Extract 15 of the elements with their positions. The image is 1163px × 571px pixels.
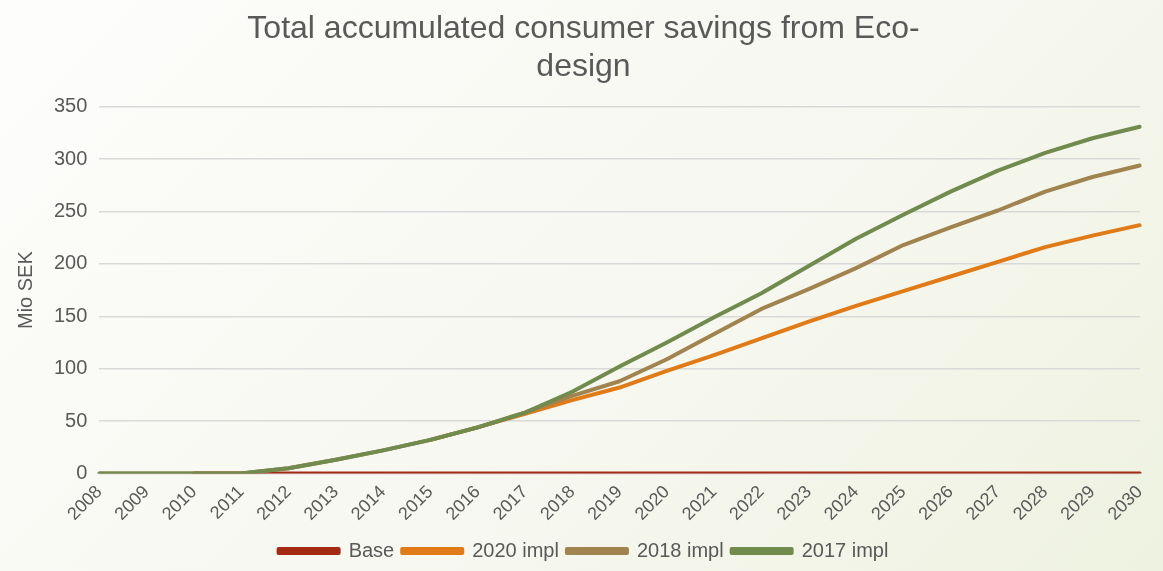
y-axis-title: Mio SEK <box>13 250 36 330</box>
y-tick-label: 0 <box>76 460 88 483</box>
legend-label: 2017 impl <box>801 538 889 561</box>
text: Total accumulated consumer savings from Eco- <box>247 9 920 46</box>
y-tick-label: 50 <box>65 408 88 431</box>
legend-label: Base <box>348 538 395 561</box>
y-tick-label: 250 <box>53 199 88 222</box>
text: design <box>536 47 631 84</box>
y-tick-label: 150 <box>53 303 88 326</box>
y-tick-label: 300 <box>53 146 88 169</box>
y-tick-label: 200 <box>53 251 88 274</box>
legend-label: 2018 impl <box>636 538 724 561</box>
y-tick-label: 100 <box>53 356 88 379</box>
y-tick-label: 350 <box>53 94 88 117</box>
legend-label: 2020 impl <box>472 538 559 561</box>
